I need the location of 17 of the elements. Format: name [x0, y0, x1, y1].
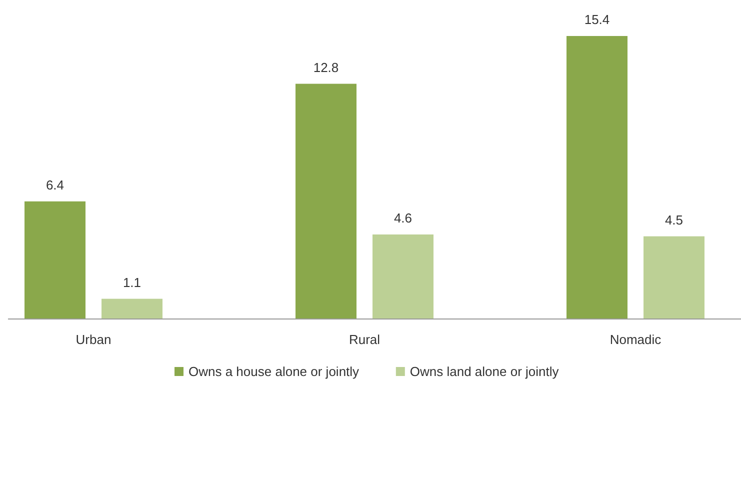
bar: [372, 234, 434, 319]
bar: [296, 84, 356, 319]
x-tick-label: Nomadic: [610, 332, 662, 347]
bar: [644, 236, 704, 319]
bar: [24, 201, 86, 319]
data-label: 4.5: [664, 212, 684, 228]
legend-label: Owns a house alone or jointly: [188, 364, 360, 379]
bar: [566, 36, 628, 319]
legend-label: Owns land alone or jointly: [410, 364, 560, 379]
bar: [102, 298, 162, 319]
data-label: 12.8: [313, 60, 339, 75]
data-label: 6.4: [46, 177, 64, 192]
x-tick-label: Rural: [348, 332, 380, 347]
data-label: 4.6: [394, 210, 412, 226]
x-tick-label: Urban: [76, 332, 112, 347]
data-label: 15.4: [584, 12, 610, 27]
data-label: 1.1: [122, 274, 142, 290]
